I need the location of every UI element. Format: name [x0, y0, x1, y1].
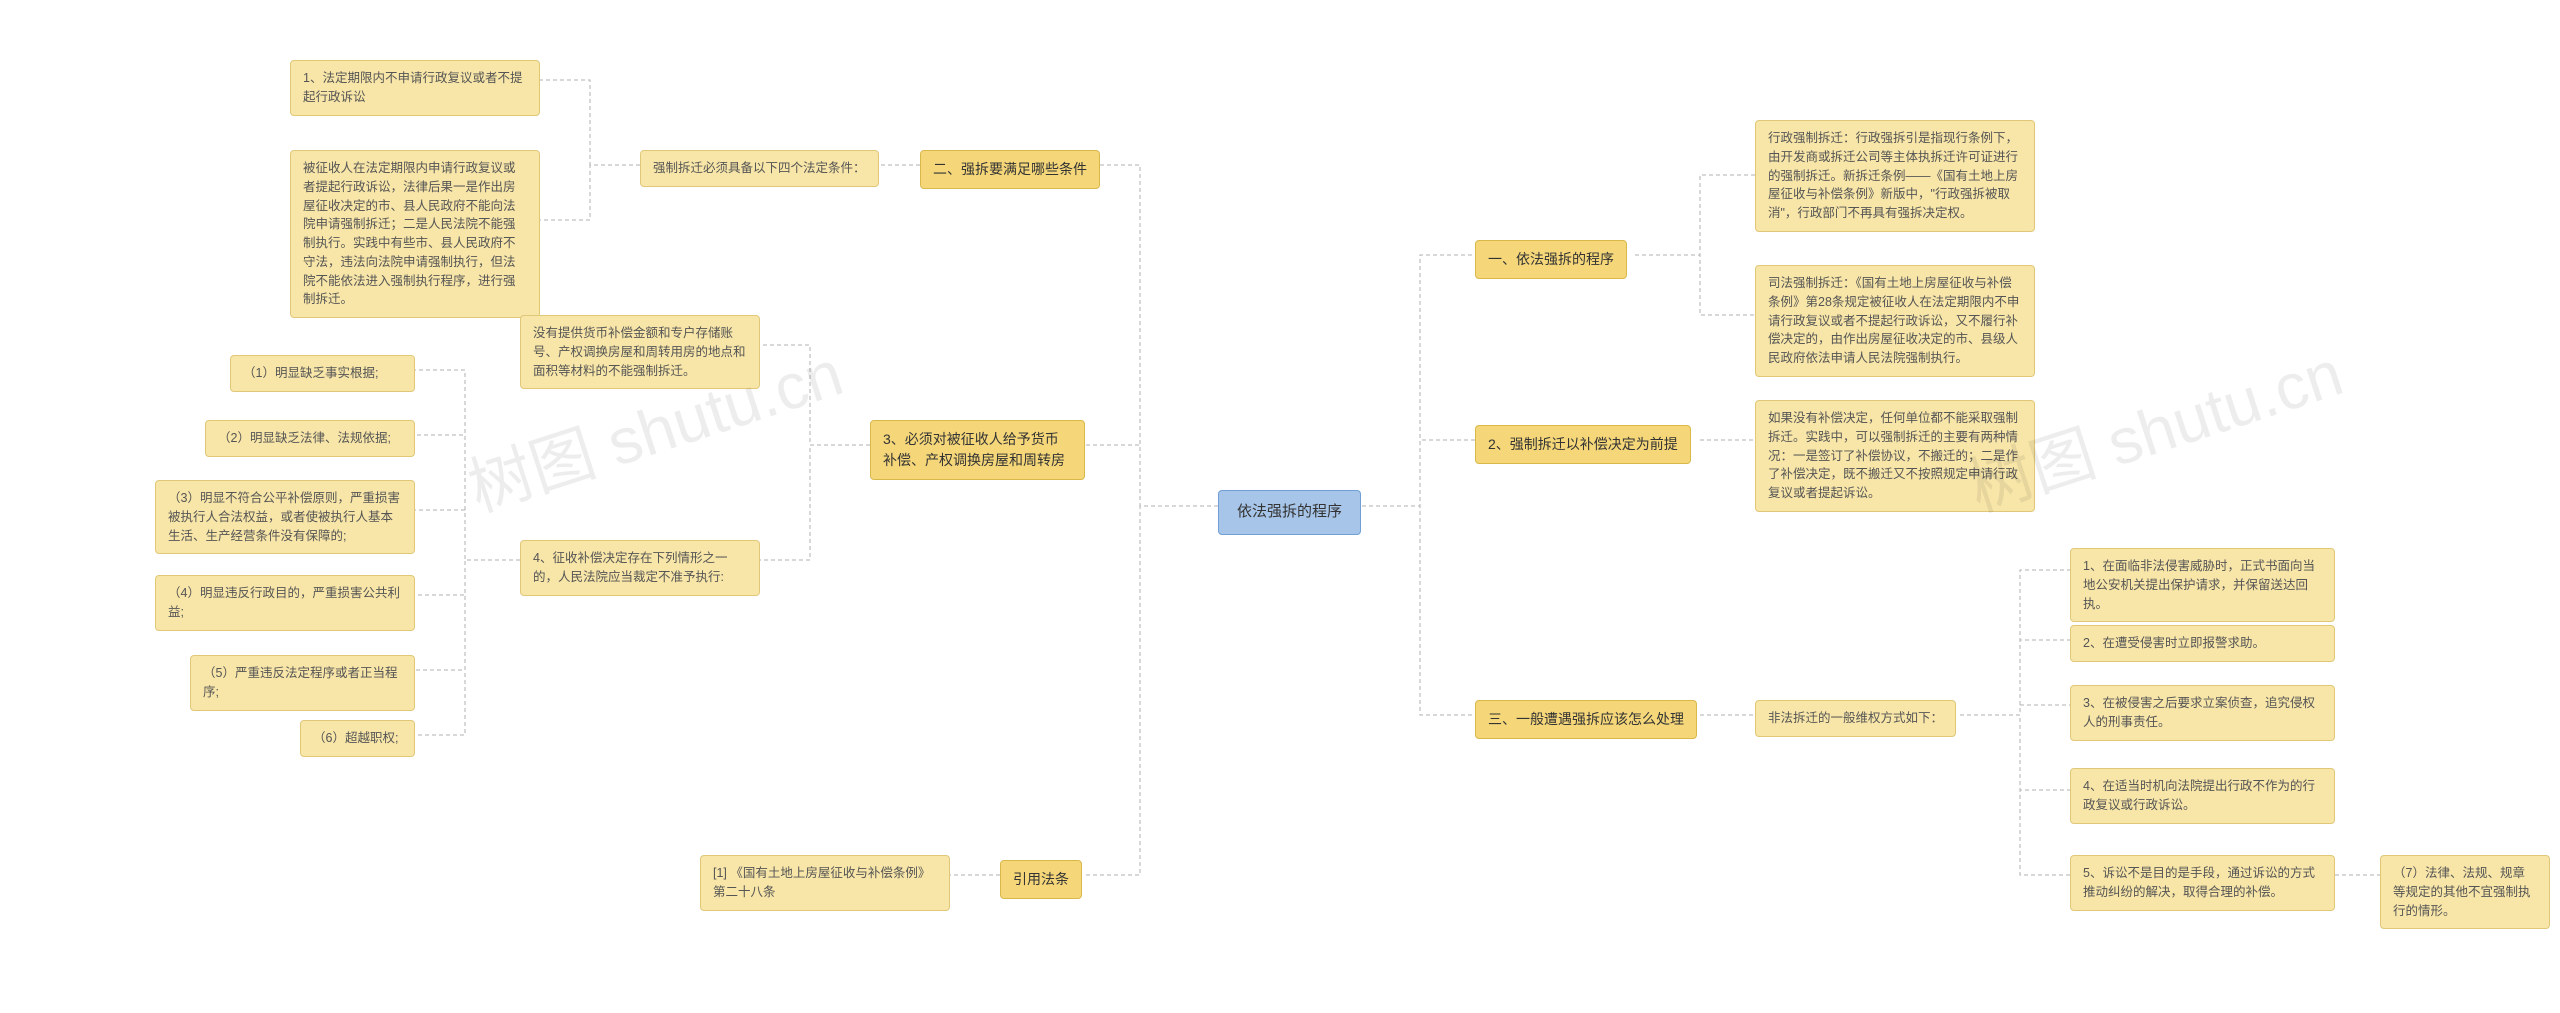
branch-r3[interactable]: 三、一般遭遇强拆应该怎么处理	[1475, 700, 1697, 739]
leaf-l2-1: 1、法定期限内不申请行政复议或者不提起行政诉讼	[290, 60, 540, 116]
mid-l2: 强制拆迁必须具备以下四个法定条件：	[640, 150, 879, 187]
leaf-r3-4: 4、在适当时机向法院提出行政不作为的行政复议或行政诉讼。	[2070, 768, 2335, 824]
leaf-l4-6: （6）超越职权;	[300, 720, 415, 757]
branch-l5[interactable]: 引用法条	[1000, 860, 1082, 899]
leaf-r3-3: 3、在被侵害之后要求立案侦查，追究侵权人的刑事责任。	[2070, 685, 2335, 741]
branch-l2[interactable]: 二、强拆要满足哪些条件	[920, 150, 1100, 189]
leaf-r3-5: 5、诉讼不是目的是手段，通过诉讼的方式推动纠纷的解决，取得合理的补偿。	[2070, 855, 2335, 911]
leaf-l2-2: 被征收人在法定期限内申请行政复议或者提起行政诉讼，法律后果一是作出房屋征收决定的…	[290, 150, 540, 318]
leaf-l5-1: [1] 《国有土地上房屋征收与补偿条例》 第二十八条	[700, 855, 950, 911]
leaf-r2-1: 如果没有补偿决定，任何单位都不能采取强制拆迁。实践中，可以强制拆迁的主要有两种情…	[1755, 400, 2035, 512]
leaf-l4-3: （3）明显不符合公平补偿原则，严重损害被执行人合法权益，或者使被执行人基本生活、…	[155, 480, 415, 554]
leaf-r1-1: 行政强制拆迁：行政强拆引是指现行条例下，由开发商或拆迁公司等主体执拆迁许可证进行…	[1755, 120, 2035, 232]
leaf-r3-2: 2、在遭受侵害时立即报警求助。	[2070, 625, 2335, 662]
leaf-l4-4: （4）明显违反行政目的，严重损害公共利益;	[155, 575, 415, 631]
leaf-l4-2: （2）明显缺乏法律、法规依据;	[205, 420, 415, 457]
branch-r1[interactable]: 一、依法强拆的程序	[1475, 240, 1627, 279]
mid-r3: 非法拆迁的一般维权方式如下：	[1755, 700, 1956, 737]
leaf-l4-1: （1）明显缺乏事实根据;	[230, 355, 415, 392]
root-node[interactable]: 依法强拆的程序	[1218, 490, 1361, 535]
branch-r2[interactable]: 2、强制拆迁以补偿决定为前提	[1475, 425, 1691, 464]
leaf-r3-1: 1、在面临非法侵害威胁时，正式书面向当地公安机关提出保护请求，并保留送达回执。	[2070, 548, 2335, 622]
leaf-l4-5: （5）严重违反法定程序或者正当程序;	[190, 655, 415, 711]
leaf-r3-6: （7）法律、法规、规章等规定的其他不宜强制执行的情形。	[2380, 855, 2550, 929]
branch-l4[interactable]: 4、征收补偿决定存在下列情形之一的，人民法院应当裁定不准予执行:	[520, 540, 760, 596]
leaf-l3-1: 没有提供货币补偿金额和专户存储账号、产权调换房屋和周转用房的地点和面积等材料的不…	[520, 315, 760, 389]
branch-l3[interactable]: 3、必须对被征收人给予货币补偿、产权调换房屋和周转房	[870, 420, 1085, 480]
leaf-r1-2: 司法强制拆迁：《国有土地上房屋征收与补偿条例》第28条规定被征收人在法定期限内不…	[1755, 265, 2035, 377]
